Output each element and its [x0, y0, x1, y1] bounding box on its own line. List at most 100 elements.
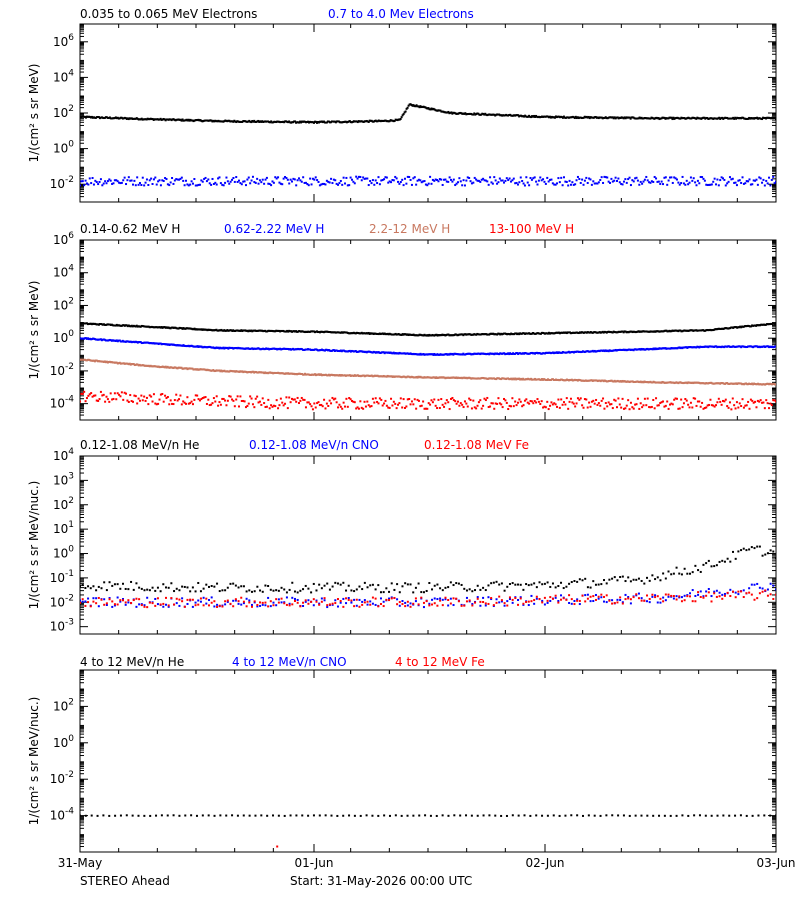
data-point: [627, 576, 630, 579]
data-point: [213, 585, 216, 588]
data-point: [105, 395, 108, 398]
data-point: [419, 405, 422, 408]
data-point: [554, 596, 557, 599]
data-point: [232, 599, 235, 602]
data-point: [166, 396, 169, 399]
data-point: [775, 345, 776, 348]
data-point: [540, 179, 543, 182]
data-point: [648, 579, 651, 582]
data-point: [504, 399, 507, 402]
data-point: [412, 403, 415, 406]
data-point: [662, 572, 665, 575]
data-point: [388, 406, 391, 409]
data-point: [423, 407, 426, 410]
data-point: [119, 182, 122, 185]
data-point: [111, 584, 114, 587]
data-point: [92, 600, 95, 603]
data-point: [205, 402, 208, 405]
data-point: [634, 403, 637, 406]
data-point: [395, 407, 398, 410]
data-point: [729, 588, 732, 591]
data-point: [138, 598, 141, 601]
data-point: [466, 405, 469, 408]
data-point: [97, 399, 100, 402]
data-point: [602, 397, 605, 400]
data-point: [751, 183, 754, 186]
data-point: [204, 176, 207, 179]
data-point: [388, 590, 391, 593]
data-point: [235, 398, 238, 401]
data-point: [401, 178, 404, 181]
data-point: [533, 176, 536, 179]
data-point: [111, 398, 114, 401]
data-point: [277, 598, 280, 601]
data-point: [364, 405, 367, 408]
data-point: [113, 583, 116, 586]
data-point: [549, 404, 552, 407]
legend-entry: 0.7 to 4.0 Mev Electrons: [328, 7, 474, 21]
data-point: [687, 403, 690, 406]
data-point: [331, 603, 334, 606]
data-point: [534, 115, 537, 118]
data-point: [213, 605, 216, 608]
data-point: [701, 176, 704, 179]
data-point: [175, 393, 178, 396]
data-point: [194, 590, 197, 593]
data-point: [356, 406, 359, 409]
data-point: [659, 601, 662, 604]
data-point: [557, 585, 560, 588]
data-point: [556, 405, 559, 408]
data-point: [345, 602, 348, 605]
data-point: [529, 400, 532, 403]
data-point: [109, 392, 112, 395]
data-point: [629, 401, 632, 404]
data-point: [138, 603, 141, 606]
data-point: [144, 399, 147, 402]
data-point: [92, 597, 95, 600]
data-point: [381, 404, 384, 407]
data-point: [232, 120, 235, 123]
data-point: [758, 545, 761, 548]
data-point: [444, 178, 447, 181]
data-point: [369, 180, 372, 183]
data-point: [254, 397, 257, 400]
data-point: [269, 588, 272, 591]
data-point: [312, 604, 315, 607]
data-point: [217, 177, 220, 180]
data-point: [370, 182, 373, 185]
data-point: [751, 399, 754, 402]
data-point: [518, 398, 521, 401]
data-point: [121, 599, 124, 602]
data-point: [363, 400, 366, 403]
data-point: [314, 176, 317, 179]
data-point: [653, 175, 656, 178]
data-point: [675, 397, 678, 400]
data-point: [465, 402, 468, 405]
data-point: [530, 116, 533, 119]
data-point: [180, 119, 183, 122]
data-point: [245, 597, 248, 600]
data-point: [102, 182, 105, 185]
data-point: [761, 554, 764, 557]
data-point: [246, 404, 249, 407]
data-point: [119, 395, 122, 398]
data-point: [376, 400, 379, 403]
data-point: [164, 394, 167, 397]
data-point: [560, 581, 563, 584]
data-point: [332, 398, 335, 401]
data-point: [345, 397, 348, 400]
data-point: [330, 402, 333, 405]
data-point: [670, 176, 673, 179]
data-point: [197, 398, 200, 401]
data-point: [397, 403, 400, 406]
data-point: [605, 582, 608, 585]
data-point: [573, 117, 576, 120]
y-tick-label: 104: [53, 447, 74, 463]
data-point: [272, 601, 275, 604]
data-point: [190, 400, 193, 403]
data-point: [175, 587, 178, 590]
data-point: [159, 184, 162, 187]
y-axis-label: 1/(cm² s sr MeV): [27, 64, 41, 163]
data-point: [465, 179, 468, 182]
data-point: [514, 182, 517, 185]
